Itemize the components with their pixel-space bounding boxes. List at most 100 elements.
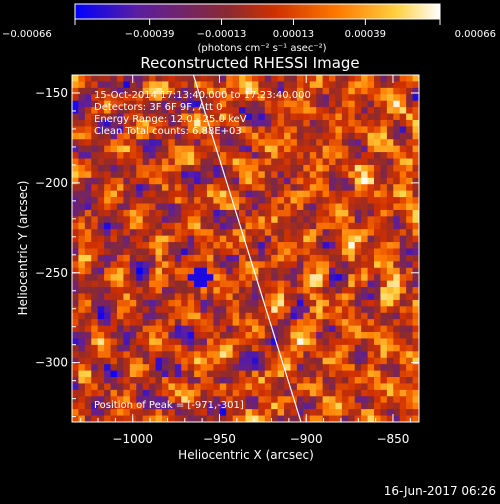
heatmap-cell [194,402,202,410]
heatmap-cell [78,145,86,153]
heatmap-cell [200,351,208,359]
heatmap-cell [412,177,419,185]
heatmap-cell [271,261,279,269]
heatmap-cell [174,280,182,288]
heatmap-cell [187,152,195,160]
heatmap-cell [91,75,99,83]
heatmap-cell [200,94,208,102]
heatmap-cell [374,344,382,352]
heatmap-cell [155,325,163,333]
heatmap-cell [264,75,272,83]
heatmap-cell [245,357,253,365]
heatmap-cell [142,100,150,108]
heatmap-cell [335,312,343,320]
heatmap-cell [155,402,163,410]
heatmap-cell [309,254,317,262]
heatmap-cell [149,299,157,307]
heatmap-cell [194,107,202,115]
heatmap-cell [386,158,394,166]
heatmap-cell [290,274,298,282]
heatmap-cell [412,126,419,134]
heatmap-cell [329,87,337,95]
heatmap-cell [271,132,279,140]
heatmap-cell [97,171,105,179]
heatmap-cell [161,299,169,307]
heatmap-cell [316,377,324,385]
heatmap-cell [322,254,330,262]
heatmap-cell [181,139,189,147]
heatmap-cell [277,267,285,275]
heatmap-cell [72,319,80,327]
heatmap-cell [367,364,375,372]
heatmap-cell [386,248,394,256]
heatmap-cell [142,132,150,140]
heatmap-cell [406,242,414,250]
heatmap-cell [84,203,92,211]
heatmap-cell [277,415,285,422]
heatmap-cell [284,94,292,102]
heatmap-cell [174,177,182,185]
heatmap-cell [174,87,182,95]
heatmap-cell [412,280,419,288]
heatmap-cell [239,177,247,185]
heatmap-cell [329,338,337,346]
heatmap-cell [239,203,247,211]
heatmap-cell [406,190,414,198]
heatmap-cell [374,100,382,108]
heatmap-cell [258,235,266,243]
heatmap-cell [91,229,99,237]
heatmap-cell [97,332,105,340]
heatmap-cell [219,293,227,301]
heatmap-cell [129,81,137,89]
heatmap-cell [374,261,382,269]
heatmap-cell [348,248,356,256]
heatmap-cell [206,267,214,275]
heatmap-cell [412,299,419,307]
heatmap-cell [399,254,407,262]
heatmap-cell [123,145,131,153]
heatmap-cell [200,209,208,217]
heatmap-cell [174,222,182,230]
heatmap-cell [187,293,195,301]
heatmap-cell [174,312,182,320]
heatmap-cell [284,254,292,262]
heatmap-cell [84,209,92,217]
heatmap-cell [226,197,234,205]
heatmap-cell [155,287,163,295]
heatmap-cell [348,370,356,378]
heatmap-cell [72,389,80,397]
heatmap-cell [316,402,324,410]
heatmap-cell [84,222,92,230]
heatmap-cell [78,254,86,262]
heatmap-cell [264,145,272,153]
heatmap-cell [110,171,118,179]
heatmap-cell [129,351,137,359]
heatmap-cell [264,94,272,102]
heatmap-cell [245,389,253,397]
heatmap-cell [335,139,343,147]
heatmap-cell [181,81,189,89]
heatmap-cell [91,100,99,108]
heatmap-cell [206,81,214,89]
heatmap-cell [374,242,382,250]
heatmap-cell [161,132,169,140]
heatmap-cell [174,190,182,198]
heatmap-cell [277,383,285,391]
heatmap-cell [213,319,221,327]
heatmap-cell [142,242,150,250]
heatmap-cell [123,197,131,205]
heatmap-cell [367,293,375,301]
heatmap-cell [271,197,279,205]
heatmap-cell [110,389,118,397]
heatmap-cell [251,299,259,307]
heatmap-cell [110,280,118,288]
heatmap-cell [386,132,394,140]
heatmap-cell [155,242,163,250]
heatmap-cell [219,87,227,95]
heatmap-cell [374,107,382,115]
heatmap-cell [374,254,382,262]
heatmap-cell [200,274,208,282]
heatmap-cell [142,222,150,230]
heatmap-cell [219,229,227,237]
heatmap-cell [213,113,221,121]
